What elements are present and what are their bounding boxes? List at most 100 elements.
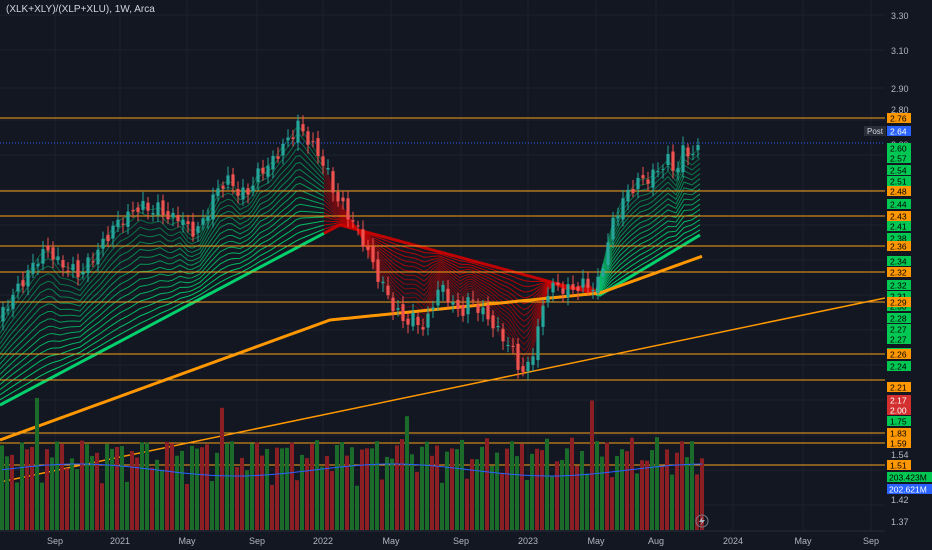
candle-body <box>16 283 20 292</box>
x-tick-label: Sep <box>249 536 265 546</box>
candle-body <box>676 168 680 173</box>
level-value-label: 2.29 <box>887 297 911 308</box>
volume-bar <box>70 458 74 530</box>
volume-bar <box>120 446 124 530</box>
candle-body <box>456 299 460 310</box>
candle-body <box>41 249 45 264</box>
candle-body <box>206 215 210 221</box>
volume-bar <box>320 466 324 530</box>
candle-body <box>336 191 340 202</box>
volume-bar <box>460 439 464 530</box>
candle-body <box>396 308 400 310</box>
volume-bar <box>650 450 654 530</box>
volume-bar <box>350 447 354 530</box>
ribbon-value-label-bg <box>887 165 911 175</box>
volume-bar <box>450 448 454 530</box>
lightning-icon <box>695 514 709 528</box>
candle-body <box>426 313 430 328</box>
ribbon-line <box>323 171 597 363</box>
x-tick-label: 2022 <box>313 536 333 546</box>
candle-body <box>636 177 640 190</box>
candle-body <box>691 154 695 156</box>
candle-body <box>131 209 135 212</box>
candle-body <box>606 242 610 265</box>
volume-bar <box>625 451 629 530</box>
candle-body <box>266 165 270 177</box>
x-axis: Sep 2021 May Sep 2022 May Sep 2023 May Aug 2024 May… <box>0 530 932 550</box>
candle-body <box>31 262 35 274</box>
x-axis-bg <box>0 532 932 550</box>
volume-bar <box>480 446 484 530</box>
volume-bar <box>690 441 694 530</box>
ribbon-value-label: 2.31 <box>887 291 911 302</box>
ribbon-value-label-text: 2.31 <box>890 292 907 302</box>
ribbon-line <box>595 203 701 293</box>
candle-body <box>181 219 185 226</box>
volume-bar <box>700 458 704 530</box>
candle-body <box>61 260 65 268</box>
candle-body <box>331 171 335 193</box>
ribbon-value-label: 2.54 <box>887 165 911 176</box>
ribbon-line <box>323 175 597 357</box>
level-value-label-bg <box>887 241 911 251</box>
level-value-label: 1.83 <box>887 428 911 439</box>
level-value-label-bg <box>887 211 911 221</box>
volume-bar <box>155 459 159 530</box>
candle-body <box>631 189 635 193</box>
volume-bar <box>130 450 134 530</box>
volume-ma-line <box>1 463 703 477</box>
volume-bar <box>220 407 224 530</box>
ribbon-line <box>323 179 597 352</box>
ribbon-value-label-bg <box>887 405 911 415</box>
volume-bar <box>30 446 34 530</box>
ribbon-value-label: 2.41 <box>887 221 911 232</box>
candle-body <box>161 200 165 216</box>
candle-body <box>306 131 310 145</box>
y-tick-label: 1.42 <box>891 495 909 505</box>
candle-body <box>386 285 390 296</box>
level-value-label: 1.51 <box>887 460 911 471</box>
candle-body <box>151 213 155 215</box>
x-tick-label: 2024 <box>723 536 743 546</box>
level-value-label: 2.48 <box>887 186 911 197</box>
candle-body <box>491 315 495 329</box>
ribbon-line <box>0 155 325 339</box>
candle-body <box>686 147 690 157</box>
volume-bar <box>150 467 154 530</box>
volume-bar <box>525 479 529 530</box>
volume-bar <box>330 471 334 530</box>
post-badge-bg <box>864 126 886 136</box>
volume-bar <box>50 457 54 530</box>
ribbon-value-label-bg <box>887 291 911 301</box>
ribbon-value-label: 2.24 <box>887 361 911 372</box>
volume-bar <box>135 457 139 530</box>
x-tick-label: 2023 <box>518 536 538 546</box>
volume-bar <box>390 458 394 530</box>
chart-title: (XLK+XLY)/(XLP+XLU), 1W, Arca <box>6 4 155 15</box>
level-value-label: 2.26 <box>887 349 911 360</box>
ribbon-line <box>595 219 701 294</box>
level-value-label-text: 2.29 <box>890 298 907 308</box>
ribbon-value-label-text: 2.24 <box>890 362 907 372</box>
volume-bar <box>670 474 674 530</box>
volume-bar <box>145 442 149 530</box>
level-value-label: 2.21 <box>887 382 911 393</box>
post-badge: Post <box>864 126 886 136</box>
candle-body <box>586 278 590 288</box>
candle-body <box>1 307 5 322</box>
x-tick-label: Aug <box>648 536 664 546</box>
volume-bar <box>225 443 229 530</box>
candle-body <box>516 343 520 370</box>
volume-bar <box>300 454 304 530</box>
volume-bar <box>655 437 659 530</box>
candle-body <box>51 247 55 260</box>
volume-bar <box>85 444 89 530</box>
candle-body <box>681 145 685 173</box>
ribbon-value-label-text: 2.44 <box>890 200 907 210</box>
volume-bar <box>590 400 594 530</box>
volume-bar <box>10 454 14 530</box>
volume-bar <box>175 455 179 530</box>
volume-bar <box>660 465 664 530</box>
candle-body <box>466 297 470 315</box>
